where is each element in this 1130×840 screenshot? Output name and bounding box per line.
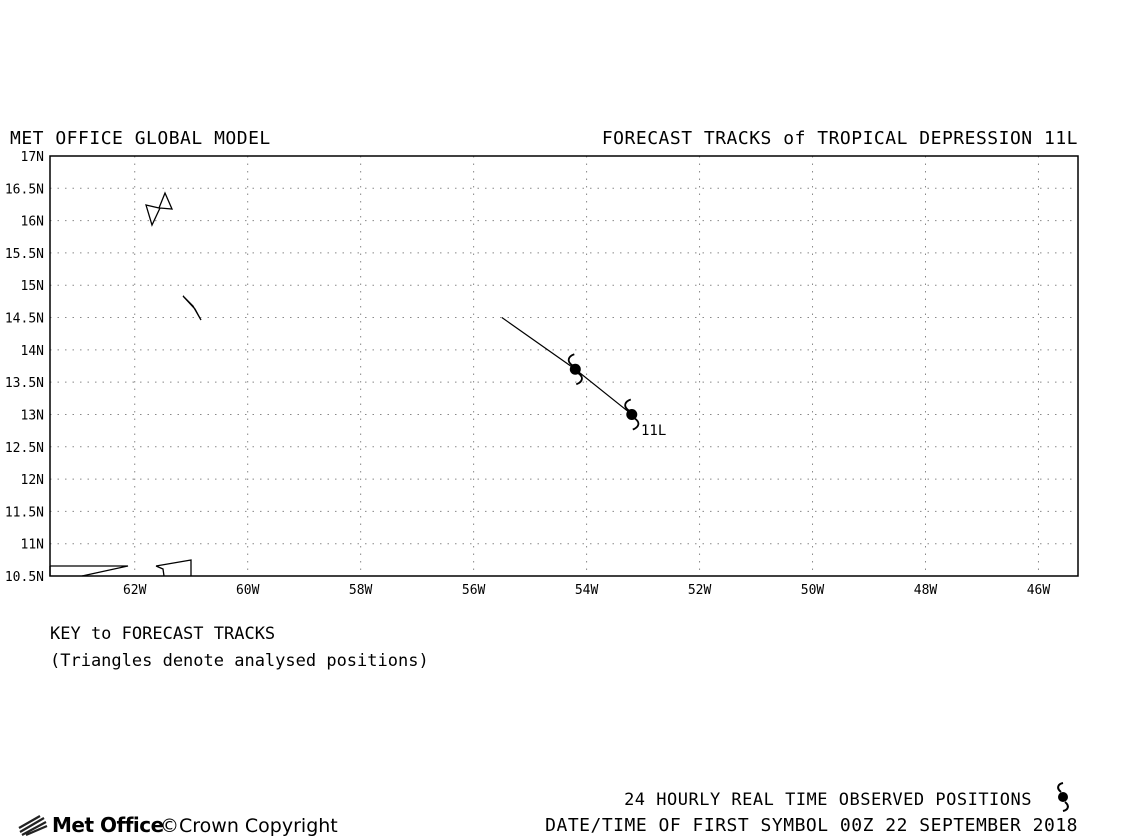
lon-tick-label: 48W [914, 583, 938, 598]
lon-tick-label: 56W [462, 583, 486, 598]
lon-tick-label: 58W [349, 583, 373, 598]
lat-tick-label: 17N [21, 150, 44, 165]
lat-tick-label: 15N [21, 279, 44, 294]
track-line [501, 317, 633, 415]
lat-tick-label: 13N [21, 408, 44, 423]
key-title: KEY to FORECAST TRACKS [50, 624, 276, 644]
met-office-logo: Met Office [18, 812, 164, 838]
copyright-text: ©Crown Copyright [160, 815, 338, 837]
lon-tick-label: 46W [1027, 583, 1051, 598]
island-martinique [182, 295, 202, 321]
lon-tick-label: 50W [801, 583, 825, 598]
storm-positions [567, 353, 640, 431]
tropical-cyclone-icon [1057, 782, 1069, 812]
first-symbol-datetime: DATE/TIME OF FIRST SYMBOL 00Z 22 SEPTEMB… [545, 815, 1078, 836]
island-trinidad [155, 559, 192, 577]
met-office-logo-icon [18, 815, 48, 836]
lat-tick-label: 12N [21, 473, 44, 488]
key-note: (Triangles denote analysed positions) [50, 651, 429, 671]
lon-tick-label: 54W [575, 583, 599, 598]
lat-tick-label: 12.5N [5, 441, 44, 456]
lat-tick-label: 16.5N [5, 182, 44, 197]
map-frame [49, 155, 1079, 577]
forecast-track [501, 317, 633, 415]
tropical-cyclone-icon [567, 353, 583, 386]
lat-tick-label: 11.5N [5, 505, 44, 520]
lat-tick-label: 14.5N [5, 312, 44, 327]
logo-text: Met Office [52, 813, 164, 837]
island-guadeloupe [145, 191, 174, 227]
lat-tick-label: 15.5N [5, 247, 44, 262]
map-grid [50, 156, 1078, 576]
latitude-tick-labels: 17N 16.5N 16N 15.5N 15N 14.5N 14N 13.5N 13N 12.5N… [5, 150, 44, 585]
longitude-tick-labels: 62W 60W 58W 56W 54W 52W 50W 48W 46W [123, 583, 1050, 598]
lat-tick-label: 14N [21, 344, 44, 359]
lon-tick-label: 60W [236, 583, 260, 598]
tropical-cyclone-icon [624, 398, 640, 431]
lat-tick-label: 11N [21, 538, 44, 553]
lon-tick-label: 62W [123, 583, 147, 598]
model-title: MET OFFICE GLOBAL MODEL [10, 128, 271, 149]
lat-tick-label: 16N [21, 215, 44, 230]
lat-tick-label: 13.5N [5, 376, 44, 391]
coast-venezuela [49, 565, 129, 577]
coastlines [49, 191, 202, 577]
forecast-title: FORECAST TRACKS of TROPICAL DEPRESSION 1… [601, 128, 1078, 149]
lon-tick-label: 52W [688, 583, 712, 598]
storm-id-label: 11L [641, 423, 666, 439]
observed-positions-label: 24 HOURLY REAL TIME OBSERVED POSITIONS [624, 790, 1032, 810]
lat-tick-label: 10.5N [5, 570, 44, 585]
